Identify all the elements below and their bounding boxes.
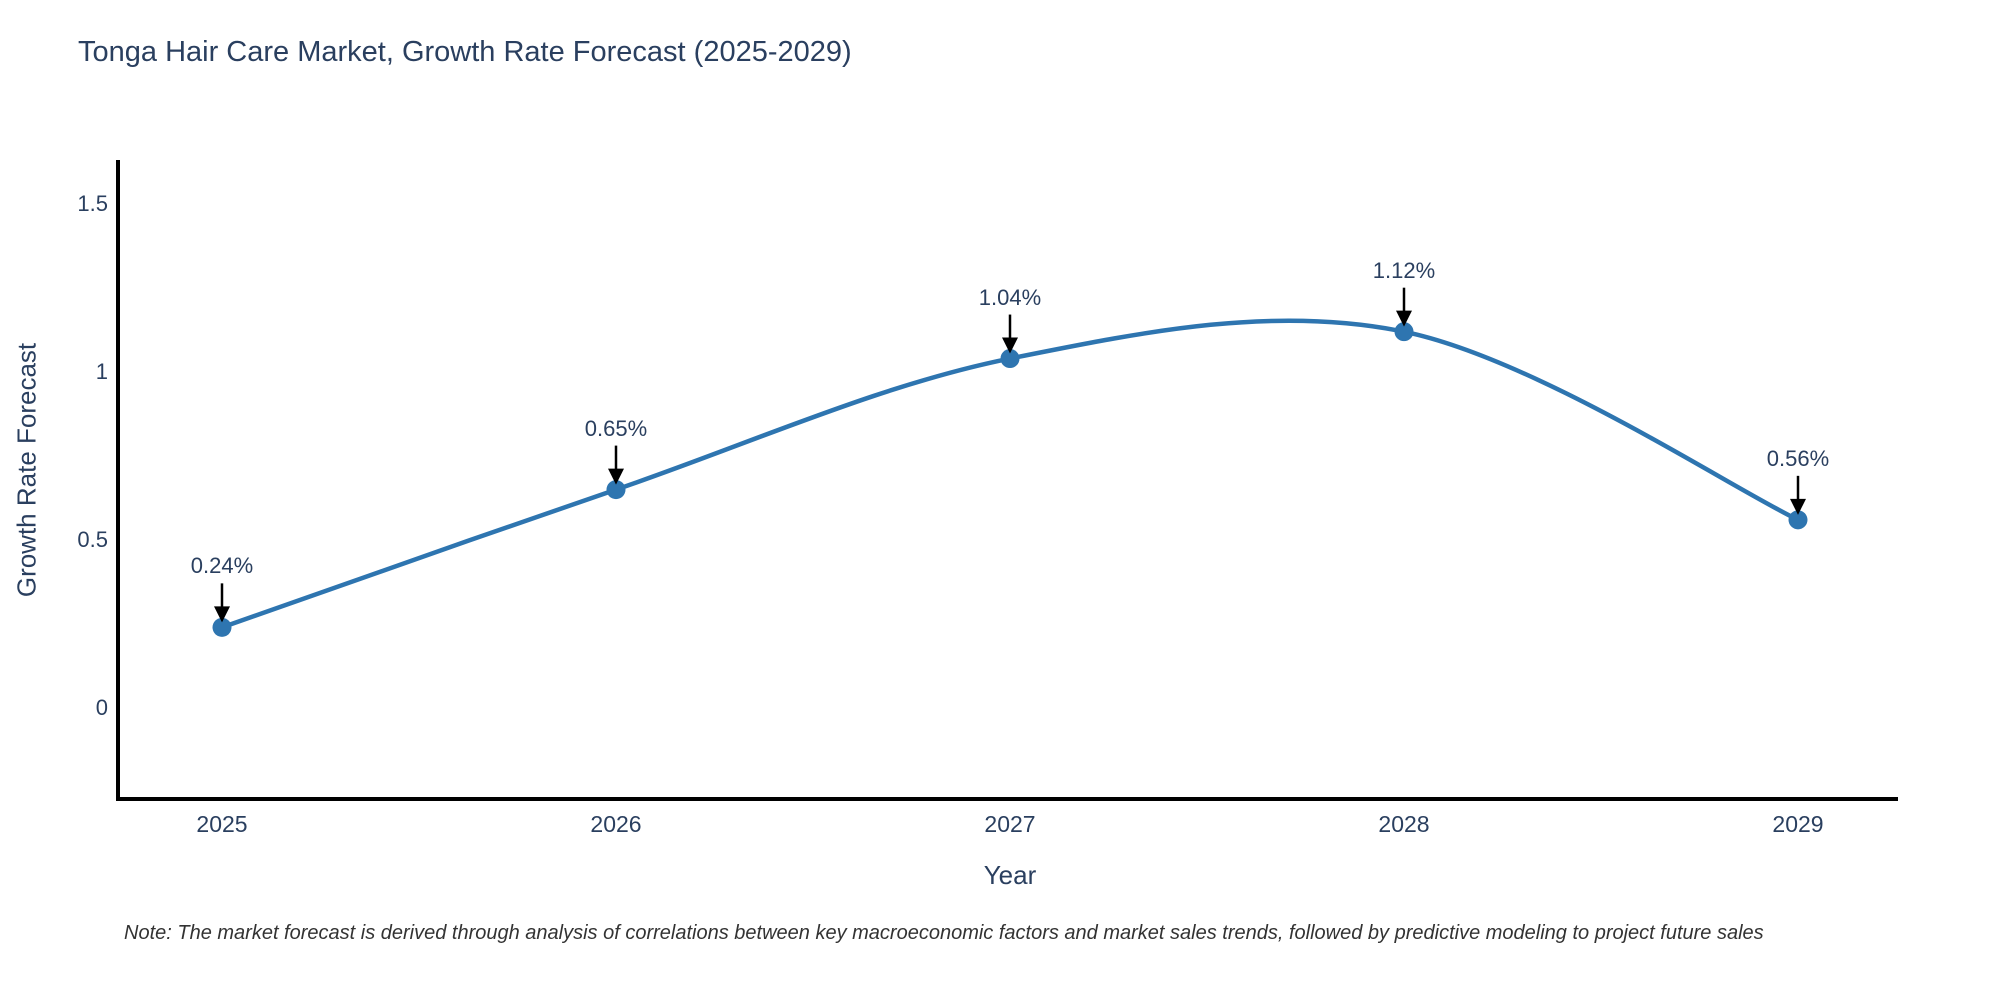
x-tick-label-2027: 2027	[984, 811, 1036, 837]
chart-title: Tonga Hair Care Market, Growth Rate Fore…	[78, 36, 852, 68]
y-axis-title: Growth Rate Forecast	[11, 342, 42, 598]
annotation-arrowhead-2029	[1790, 498, 1806, 515]
y-tick-label-0: 0	[95, 695, 108, 720]
annotation-arrowhead-2027	[1002, 337, 1018, 354]
point-annotation-2025: 0.24%	[190, 553, 254, 579]
y-tick-label-1: 1	[95, 359, 108, 384]
annotation-arrowhead-2025	[214, 606, 230, 623]
point-annotation-2027: 1.04%	[978, 284, 1042, 310]
x-tick-label-2028: 2028	[1378, 811, 1430, 837]
point-annotation-2029: 0.56%	[1766, 445, 1830, 471]
annotation-arrowhead-2026	[608, 468, 624, 485]
annotation-arrows	[214, 287, 1806, 623]
point-annotation-2026: 0.65%	[584, 415, 648, 441]
y-tick-label-0-5: 0.5	[77, 527, 108, 552]
annotation-arrowhead-2028	[1396, 310, 1412, 327]
data-point-2029	[1788, 510, 1808, 530]
y-tick-label-1-5: 1.5	[77, 191, 108, 216]
footnote: Note: The market forecast is derived thr…	[124, 922, 1764, 944]
x-axis-title: Year	[983, 860, 1037, 890]
data-point-markers	[212, 322, 1808, 637]
x-tick-label-2025: 2025	[196, 811, 248, 837]
data-point-2025	[212, 617, 232, 637]
x-tick-label-2026: 2026	[590, 811, 642, 837]
point-annotation-2028: 1.12%	[1372, 257, 1436, 283]
data-point-2028	[1394, 322, 1414, 342]
x-tick-label-2029: 2029	[1772, 811, 1824, 837]
data-point-2026	[606, 480, 626, 500]
data-point-2027	[1000, 349, 1020, 369]
